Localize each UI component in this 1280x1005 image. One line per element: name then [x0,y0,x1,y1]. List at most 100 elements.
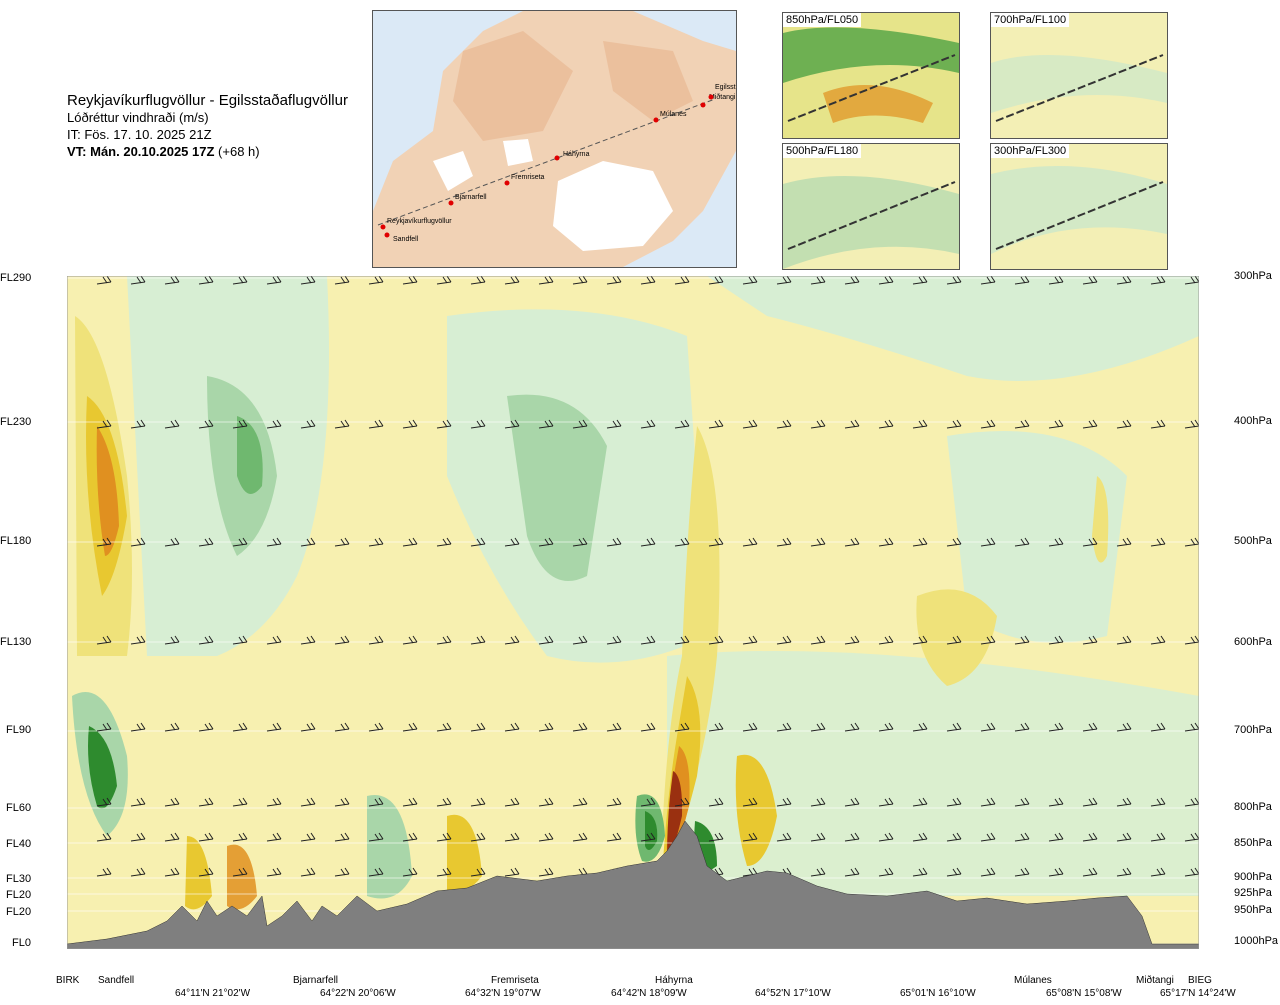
wind-barb [844,537,860,547]
route-map: Reykjavíkurflugvöllur Sandfell Bjarnarfell… [372,10,737,268]
wind-barb [1150,722,1166,732]
wind-barb [1048,276,1064,285]
wind-barb [742,419,758,429]
wind-barb [708,419,724,429]
wind-barb [980,537,996,547]
field-up-left-core [96,426,119,556]
field-down-left-strong [237,416,263,494]
wind-barb [946,419,962,429]
wind-barb [1014,537,1030,547]
wind-barb [334,797,350,807]
wind-barb [538,722,554,732]
wind-barb [810,722,826,732]
wind-barb [980,832,996,842]
wind-barb [1048,635,1064,645]
wind-barb [1014,635,1030,645]
y-right-label-300: 300hPa [1234,270,1272,282]
x-waypoint-hahyrna: Háhyrna [655,975,693,986]
wind-barb [96,867,112,877]
wind-barb [946,832,962,842]
wind-barb [572,832,588,842]
valid-time-offset: (+68 h) [218,144,260,159]
route-point-label: Reykjavíkurflugvöllur [387,218,452,225]
wind-barb [980,722,996,732]
wind-barb [640,832,656,842]
route-line [377,98,716,226]
wind-barb [606,276,622,285]
wind-barb [232,867,248,877]
wind-barb [164,722,180,732]
y-right-label-850: 850hPa [1234,837,1272,849]
wind-barb [776,722,792,732]
panel-500hpa-svg [783,144,959,269]
wind-barb [912,635,928,645]
field-down-mid-core [507,394,607,581]
panel-850hpa-svg [783,13,959,138]
valid-time: VT: Mán. 20.10.2025 17Z (+68 h) [67,143,348,160]
wind-barb [300,635,316,645]
wind-barb [198,797,214,807]
y-left-label-fl230: FL230 [0,416,32,428]
wind-barb [130,635,146,645]
x-waypoint-bieg: BIEG [1188,975,1212,986]
x-waypoint-bjarnarfell: Bjarnarfell [293,975,339,986]
wind-barb [1048,419,1064,429]
wind-barb [1116,797,1132,807]
wind-barb [980,635,996,645]
wind-barb [980,276,996,285]
wind-barb [810,276,826,285]
terrain-profile [67,820,1199,949]
wind-barb [980,797,996,807]
wind-barb [708,722,724,732]
field-up-right-3 [1092,476,1109,563]
wind-barb [640,537,656,547]
field-up-low-2 [227,844,257,910]
wind-barb [470,276,486,285]
y-right-label-1000: 1000hPa [1234,935,1279,947]
wind-barb [1082,722,1098,732]
wind-barb [198,867,214,877]
wind-barb [878,635,894,645]
y-left-label-fl40: FL40 [6,838,32,850]
wind-barb [980,419,996,429]
panel-500hpa-label: 500hPa/FL180 [783,144,862,158]
wind-barb [1184,722,1199,732]
wind-barb [368,276,384,285]
wind-barb [912,276,928,285]
glacier-vatnajokull [553,161,673,251]
wind-barbs [96,276,1199,877]
wind-barb [232,276,248,285]
wind-barb [810,832,826,842]
wind-barb [1014,867,1030,877]
wind-barb [504,722,520,732]
wind-barb [470,419,486,429]
wind-barb [164,537,180,547]
panel-850hpa-label: 850hPa/FL050 [783,13,862,27]
route-point-marker [380,224,386,230]
wind-barb [1082,276,1098,285]
title-block: Reykjavíkurflugvöllur - Egilsstaðaflugvö… [67,92,348,160]
wind-barb [912,722,928,732]
x-coord-5: 64°52'N 17°10'W [755,988,831,999]
wind-barb [368,722,384,732]
wind-barb [266,537,282,547]
wind-barb [946,537,962,547]
wind-barb [776,537,792,547]
wind-barb [504,867,520,877]
wind-barb [1082,867,1098,877]
wind-barb [878,797,894,807]
wind-barb [266,276,282,285]
wind-barb [232,419,248,429]
field-up-right-2 [735,754,777,866]
wind-barb [810,537,826,547]
wind-barb [1150,832,1166,842]
wind-barb [198,635,214,645]
wind-barb [300,419,316,429]
wind-barb [504,832,520,842]
wind-barb [878,276,894,285]
wind-barb [1116,635,1132,645]
wind-barb [266,867,282,877]
route-point-marker [554,155,560,161]
panel-500hpa: 500hPa/FL180 [782,143,960,270]
valid-time-bold: VT: Mán. 20.10.2025 17Z [67,144,215,159]
